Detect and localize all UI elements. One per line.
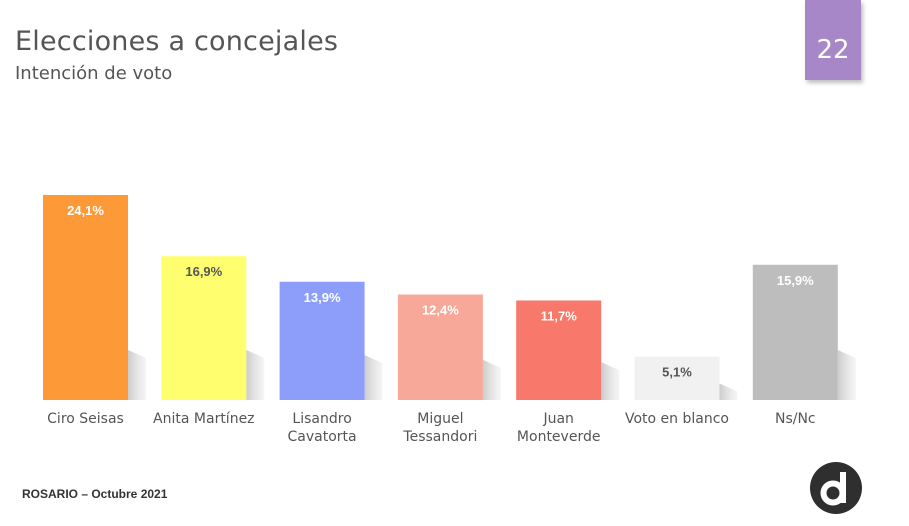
value-labels-group: 24,1% 16,9% 13,9% 12,4% 11,7% 5,1% 15,9% — [67, 203, 814, 380]
category-label: Anita Martínez — [153, 411, 255, 427]
category-label: Ciro Seisas — [47, 411, 124, 427]
bar-shadows — [128, 350, 856, 400]
bars-group — [43, 195, 838, 400]
bar — [752, 264, 838, 400]
category-label: Lisandro — [292, 411, 351, 427]
bar-shadow — [837, 350, 856, 400]
page-title: Elecciones a concejales — [15, 26, 339, 57]
page-number-badge: 22 — [805, 0, 861, 80]
category-label: Juan — [542, 411, 573, 427]
value-label: 24,1% — [67, 203, 104, 218]
category-labels-group: Ciro Seisas Anita Martínez Lisandro Cavator… — [47, 411, 815, 445]
bar-shadow — [128, 350, 146, 400]
bar-shadow — [482, 359, 501, 400]
bar — [161, 256, 247, 400]
bar — [279, 281, 365, 400]
d-logo-icon — [810, 462, 862, 514]
page-subtitle: Intención de voto — [15, 63, 173, 84]
bar — [516, 300, 602, 400]
value-label: 16,9% — [185, 264, 222, 279]
bar — [397, 294, 483, 400]
bar — [43, 195, 128, 400]
value-label: 5,1% — [662, 365, 692, 380]
category-label: Voto en blanco — [625, 411, 729, 427]
category-label: Ns/Nc — [775, 411, 816, 427]
bar-shadow — [364, 355, 383, 400]
bar-shadow — [601, 362, 620, 400]
category-label: Miguel — [417, 411, 463, 427]
value-label: 15,9% — [777, 273, 814, 288]
footer-text: ROSARIO – Octubre 2021 — [22, 487, 168, 501]
bar-shadow — [719, 383, 738, 400]
category-label: Cavatorta — [288, 429, 357, 445]
bar-shadow — [246, 350, 265, 400]
bar — [634, 356, 720, 400]
bar-chart: 24,1% 16,9% 13,9% 12,4% 11,7% 5,1% 15,9% Ciro … — [43, 195, 856, 445]
category-label: Tessandori — [402, 429, 477, 445]
category-label: Monteverde — [517, 429, 601, 445]
value-label: 11,7% — [541, 308, 578, 323]
value-label: 12,4% — [422, 303, 459, 318]
value-label: 13,9% — [304, 290, 341, 305]
